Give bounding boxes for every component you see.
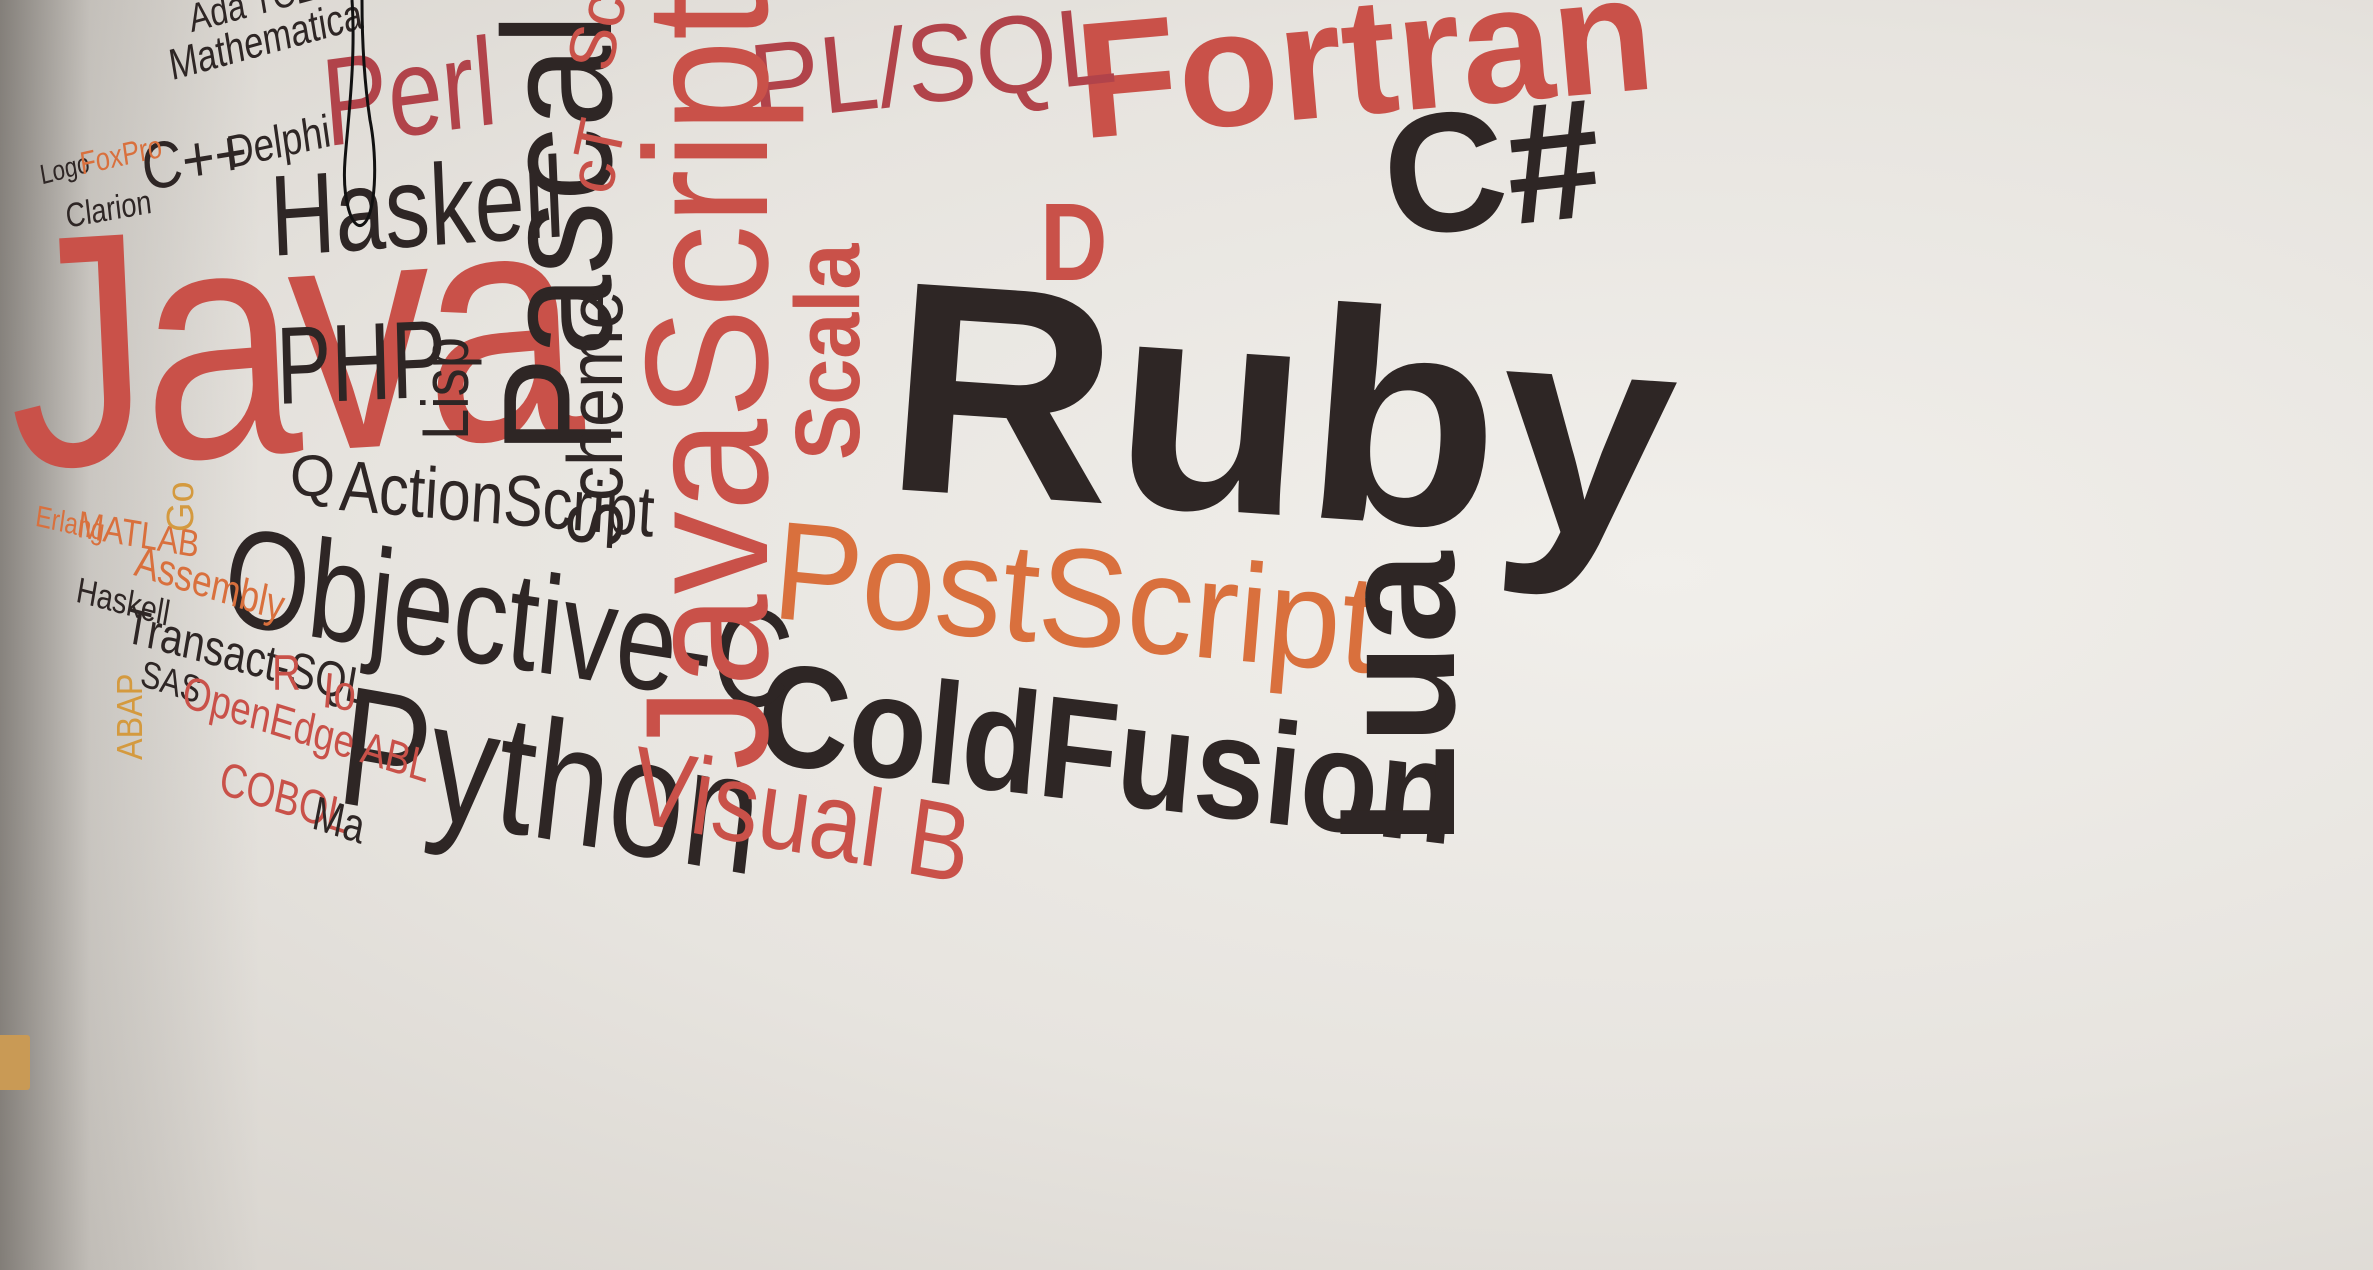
word-r: R xyxy=(272,645,301,701)
word-q: Q xyxy=(290,444,336,509)
wooden-shelf-edge xyxy=(0,1035,30,1090)
word-d: D xyxy=(1040,181,1108,304)
